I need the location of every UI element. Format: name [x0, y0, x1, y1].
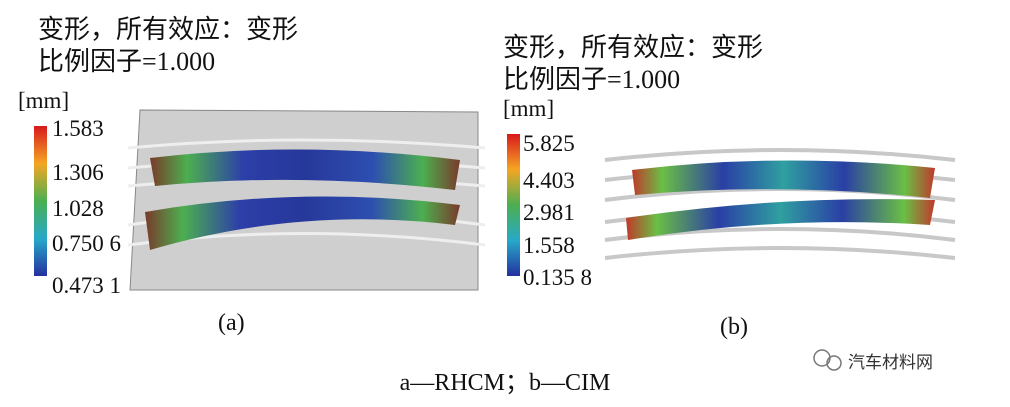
scale-label: 1.306 — [52, 160, 104, 185]
scale-label: 4.403 — [523, 168, 575, 193]
title-line: 比例因子=1.000 — [503, 65, 680, 94]
panel-b: 变形，所有效应：变形 比例因子=1.000 [mm] 5.825 4.403 2… — [503, 33, 956, 340]
caption: a—RHCM；b—CIM — [400, 370, 611, 396]
watermark-text: 汽车材料网 — [848, 353, 933, 373]
unit: [mm] — [503, 96, 554, 121]
unit: [mm] — [18, 88, 69, 113]
part-lower — [145, 196, 460, 250]
scale-label: 1.558 — [523, 233, 575, 258]
part-upper — [632, 160, 935, 198]
color-bar — [507, 134, 520, 276]
scale-label: 0.135 8 — [523, 265, 592, 290]
part-upper — [150, 149, 460, 190]
scale-label: 2.981 — [523, 200, 575, 225]
title-line: 变形，所有效应：变形 — [503, 33, 763, 62]
title-line: 比例因子=1.000 — [38, 47, 215, 76]
part-lower — [626, 199, 935, 240]
panel-a: 变形，所有效应：变形 比例因子=1.000 [mm] 1.583 1.306 1… — [18, 15, 486, 336]
scale-label: 1.028 — [52, 196, 104, 221]
scale-label: 5.825 — [523, 131, 575, 156]
watermark: 汽车材料网 — [813, 349, 933, 373]
title-line: 变形，所有效应：变形 — [38, 15, 298, 44]
color-bar — [34, 126, 47, 276]
scale-label: 1.583 — [52, 116, 104, 141]
scale-label: 0.473 1 — [52, 273, 121, 298]
panel-label: (b) — [720, 314, 748, 340]
panel-label: (a) — [218, 310, 245, 336]
scale-label: 0.750 6 — [52, 231, 121, 256]
